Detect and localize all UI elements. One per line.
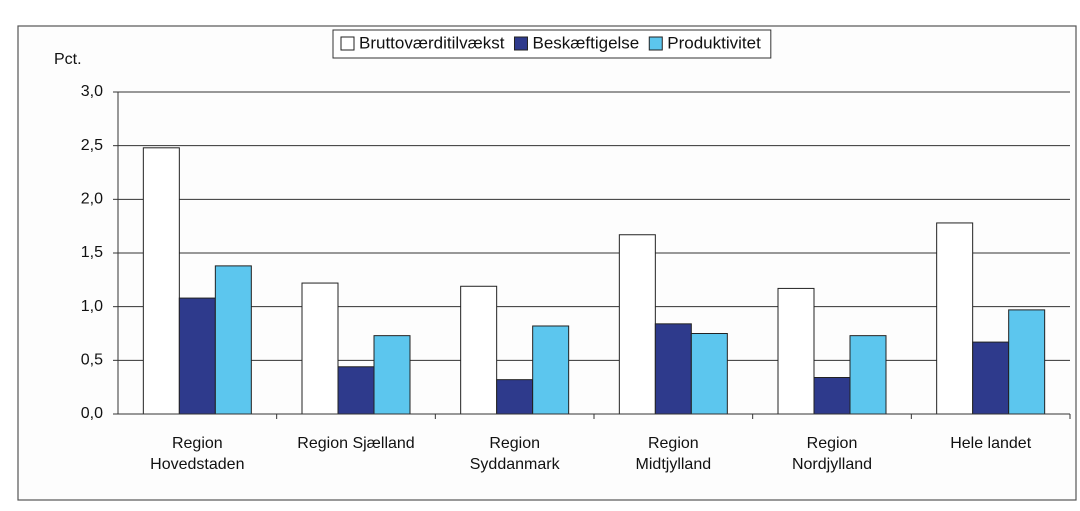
bar	[301, 282, 339, 415]
bar	[337, 366, 375, 415]
chart-frame	[17, 25, 1077, 501]
legend-label: Produktivitet	[667, 33, 761, 52]
x-tick-label: Region Sjælland	[297, 435, 414, 452]
bar	[777, 287, 815, 415]
y-axis-label: Pct.	[54, 51, 82, 68]
bar	[178, 297, 216, 415]
y-tick-label: 1,5	[81, 244, 103, 261]
y-tick-label: 2,0	[81, 191, 103, 208]
legend: Bruttoværditilvækst Beskæftigelse Produkti…	[332, 29, 772, 59]
legend-swatch	[340, 36, 355, 51]
bar	[373, 335, 411, 415]
bar	[690, 333, 728, 415]
legend-label: Bruttoværditilvækst	[359, 33, 505, 52]
bar	[618, 234, 656, 415]
y-tick-label: 2,5	[81, 137, 103, 154]
x-tick-label: Region Hovedstaden	[150, 435, 244, 473]
bar	[936, 222, 974, 415]
y-tick-label: 1,0	[81, 298, 103, 315]
legend-label: Beskæftigelse	[532, 33, 639, 52]
y-tick-label: 0,5	[81, 352, 103, 369]
bar	[1008, 309, 1046, 415]
legend-swatch	[513, 36, 528, 51]
x-tick-label: Hele landet	[950, 435, 1032, 452]
y-tick-label: 3,0	[81, 83, 103, 100]
bar	[654, 323, 692, 415]
bar	[142, 147, 180, 415]
bar	[496, 379, 534, 415]
bar	[460, 285, 498, 415]
bar	[972, 341, 1010, 415]
bar	[849, 335, 887, 415]
legend-box	[332, 29, 772, 59]
x-tick-label: Region Syddanmark	[470, 435, 561, 473]
bar	[532, 325, 570, 415]
bar	[214, 265, 252, 415]
x-tick-label: Region Nordjylland	[792, 435, 872, 473]
y-tick-label: 0,0	[81, 405, 103, 422]
bar	[813, 377, 851, 415]
x-tick-label: Region Midtjylland	[636, 435, 712, 473]
legend-swatch	[648, 36, 663, 51]
